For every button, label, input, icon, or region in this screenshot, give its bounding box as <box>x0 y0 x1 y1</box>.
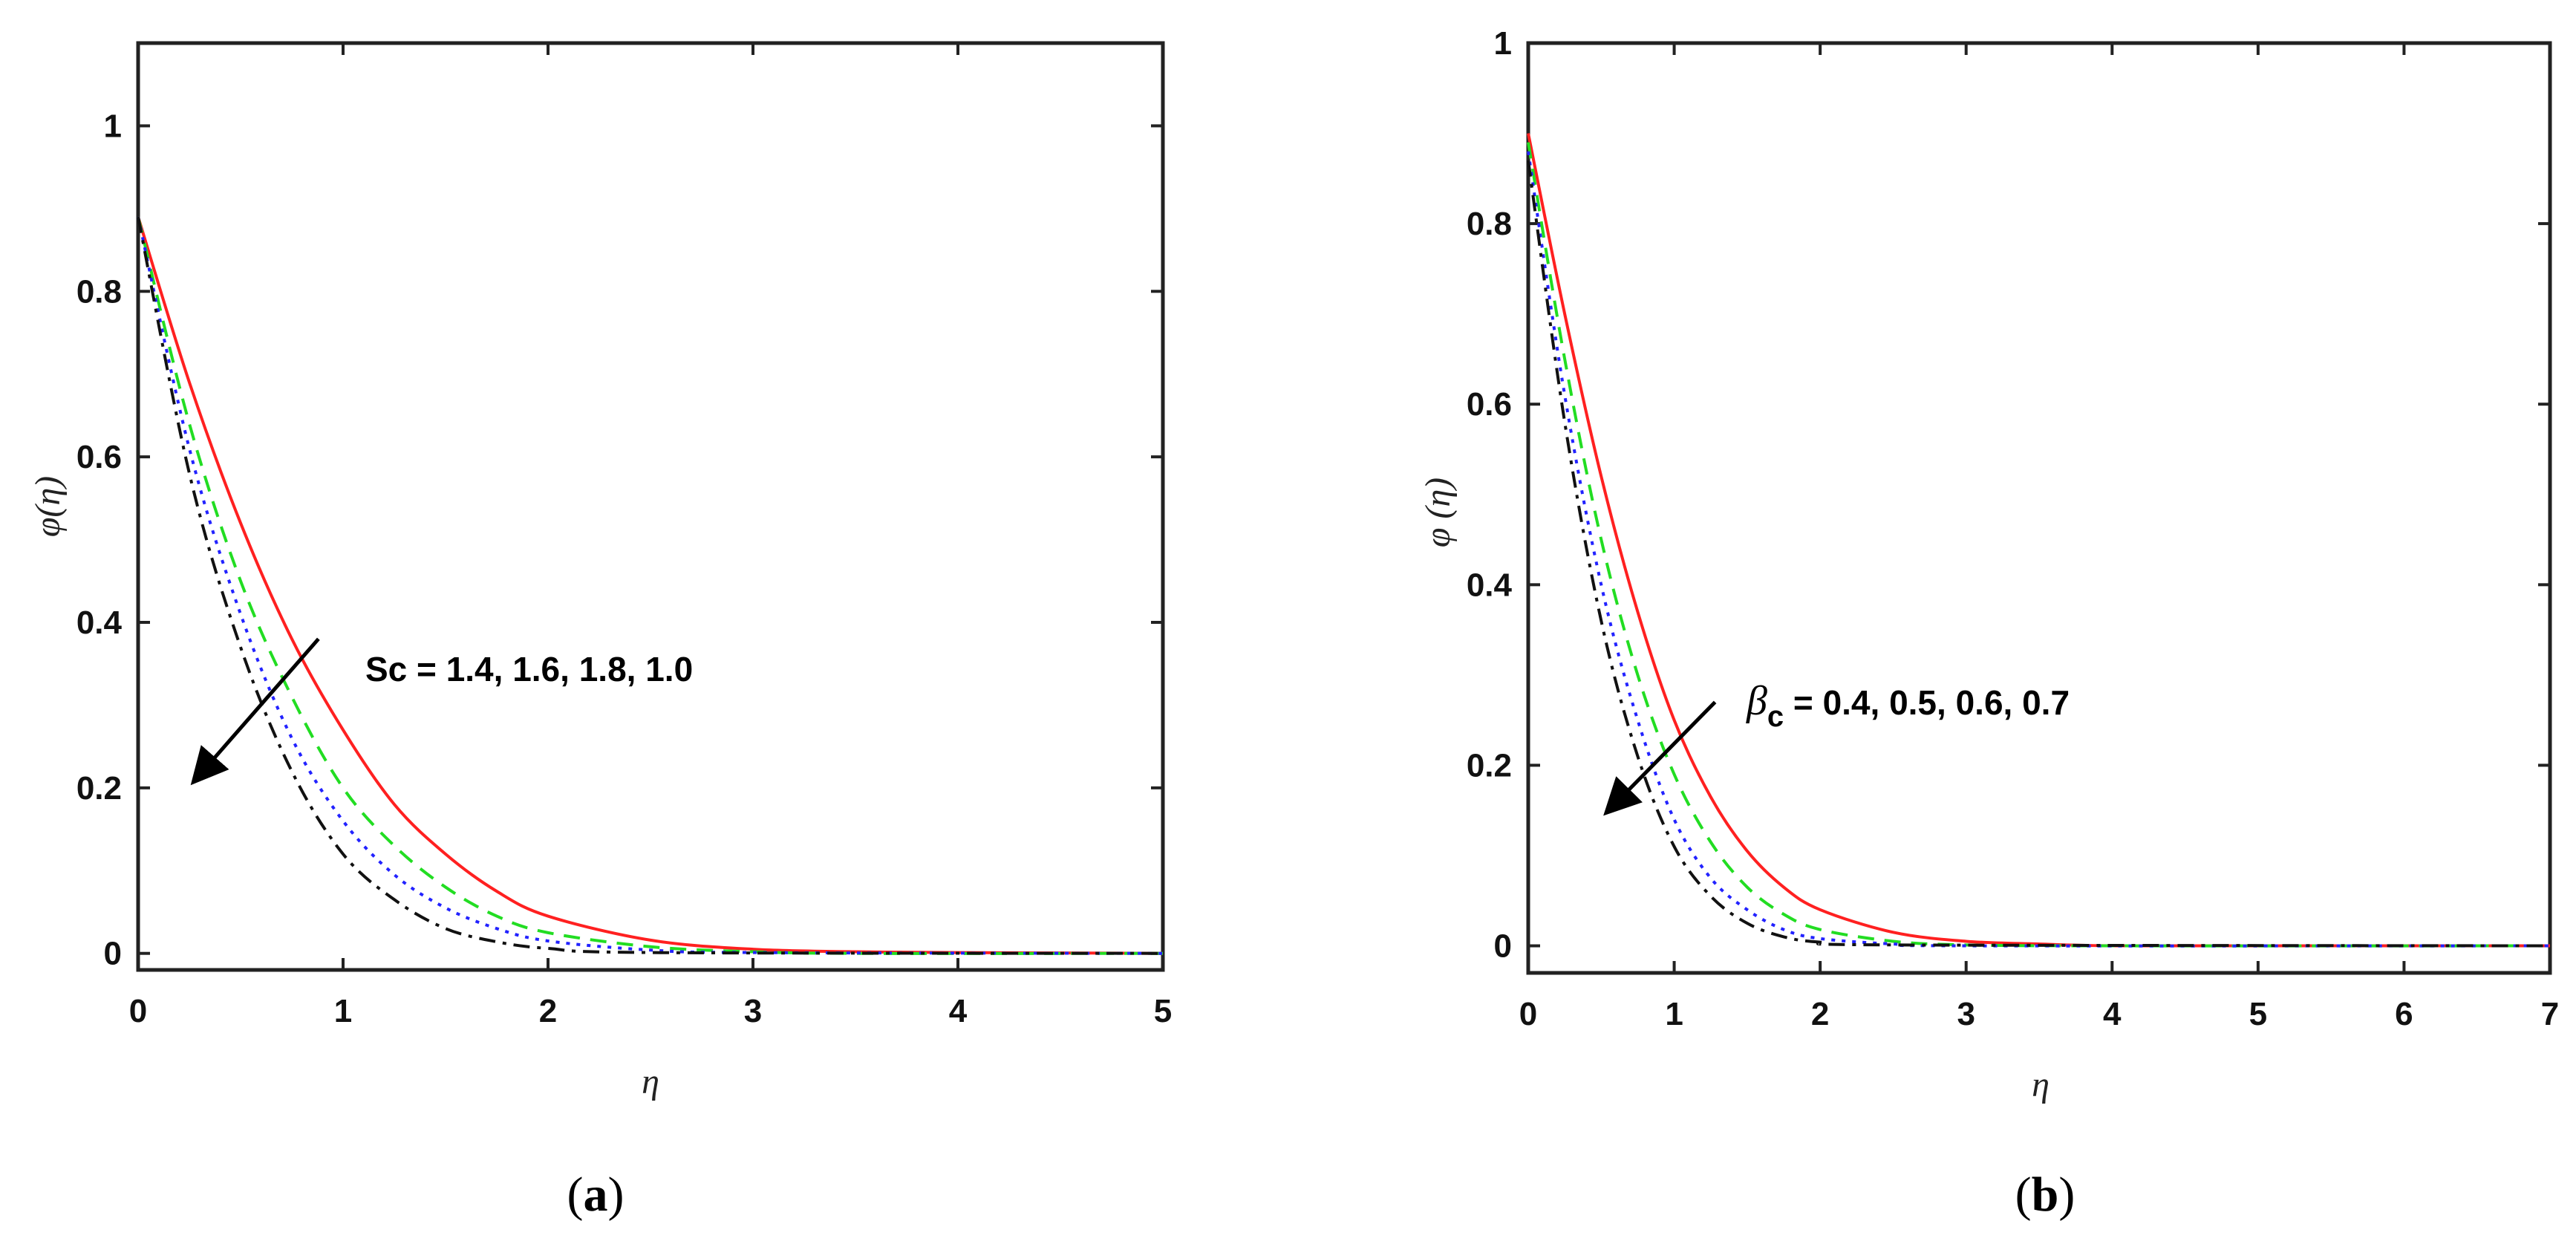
caption-letter-a: a <box>584 1167 608 1222</box>
annotation-sub-b: c <box>1767 700 1784 733</box>
series-line-4 <box>137 216 1164 955</box>
series-line-4 <box>1527 160 2551 948</box>
y-tick-label: 0.6 <box>1467 386 1512 423</box>
caption-close-b: ) <box>2058 1167 2075 1222</box>
x-tick-label: 3 <box>1957 996 1975 1032</box>
x-ticks-a: 0 1 2 3 4 5 <box>129 43 1172 1029</box>
x-tick-label: 1 <box>1665 996 1683 1032</box>
caption-close-a: ) <box>608 1167 625 1222</box>
series-line-3 <box>137 216 1164 955</box>
annotation-rest-b: = 0.4, 0.5, 0.6, 0.7 <box>1784 683 2070 722</box>
caption-a: (a) <box>567 1167 625 1222</box>
y-tick-label: 1 <box>104 108 122 144</box>
panel-b: 0 0.2 0.4 0.6 0.8 1 0 1 2 3 4 5 6 7 η φ (η) βc = 0.4… <box>1418 25 2559 1222</box>
x-ticks-b: 0 1 2 3 4 5 6 7 <box>1519 43 2559 1032</box>
y-axis-label-b: φ (η) <box>1418 478 1458 547</box>
x-tick-label: 0 <box>129 993 147 1029</box>
x-tick-label: 3 <box>744 993 762 1029</box>
x-tick-label: 7 <box>2541 996 2559 1032</box>
y-tick-label: 0.2 <box>76 770 122 807</box>
series-line-1 <box>1527 133 2550 948</box>
y-tick-label: 0.2 <box>1467 747 1512 784</box>
y-tick-label: 0 <box>104 936 122 972</box>
y-tick-label: 0.6 <box>76 439 122 475</box>
x-tick-label: 1 <box>334 993 352 1029</box>
x-tick-label: 6 <box>2395 996 2413 1032</box>
annotation-text-a: Sc = 1.4, 1.6, 1.8, 1.0 <box>365 650 693 688</box>
caption-b: (b) <box>2015 1167 2076 1222</box>
y-tick-label: 0.4 <box>1467 567 1513 603</box>
series-line-2 <box>1527 142 2551 948</box>
y-tick-label: 0.4 <box>76 605 123 641</box>
y-tick-label: 0.8 <box>76 273 122 310</box>
x-axis-label-b: η <box>2032 1065 2050 1104</box>
caption-open-a: ( <box>567 1167 584 1222</box>
series-group-b <box>1527 133 2551 948</box>
caption-open-b: ( <box>2015 1167 2032 1222</box>
plot-frame-b <box>1526 41 2552 975</box>
x-tick-label: 0 <box>1519 996 1537 1032</box>
panel-a: 0 0.2 0.4 0.6 0.8 1 0 1 2 3 4 5 η φ(η) Sc = 1.4, 1… <box>28 41 1172 1222</box>
y-ticks-b: 0 0.2 0.4 0.6 0.8 1 <box>1467 25 2550 965</box>
annotation-arrow-b <box>1603 700 1717 816</box>
y-axis-label-a: φ(η) <box>28 476 68 537</box>
x-tick-label: 4 <box>949 993 968 1029</box>
x-axis-label-a: η <box>642 1062 659 1101</box>
caption-letter-b: b <box>2032 1167 2059 1222</box>
series-line-3 <box>1527 151 2551 948</box>
annotation-arrow-a <box>190 637 320 786</box>
x-tick-label: 4 <box>2103 996 2122 1032</box>
series-line-2 <box>137 216 1164 955</box>
x-tick-label: 5 <box>2249 996 2267 1032</box>
series-group-a <box>137 216 1164 955</box>
y-tick-label: 1 <box>1494 25 1512 62</box>
y-tick-label: 0.8 <box>1467 206 1512 242</box>
x-tick-label: 2 <box>539 993 557 1029</box>
annotation-beta-b: β <box>1746 678 1767 724</box>
annotation-text-b: βc = 0.4, 0.5, 0.6, 0.7 <box>1746 678 2070 733</box>
plot-frame-a <box>136 41 1165 972</box>
x-tick-label: 2 <box>1811 996 1829 1032</box>
x-tick-label: 5 <box>1154 993 1172 1029</box>
y-ticks-a: 0 0.2 0.4 0.6 0.8 1 <box>76 108 1163 972</box>
series-line-1 <box>137 216 1164 955</box>
y-tick-label: 0 <box>1494 928 1512 965</box>
